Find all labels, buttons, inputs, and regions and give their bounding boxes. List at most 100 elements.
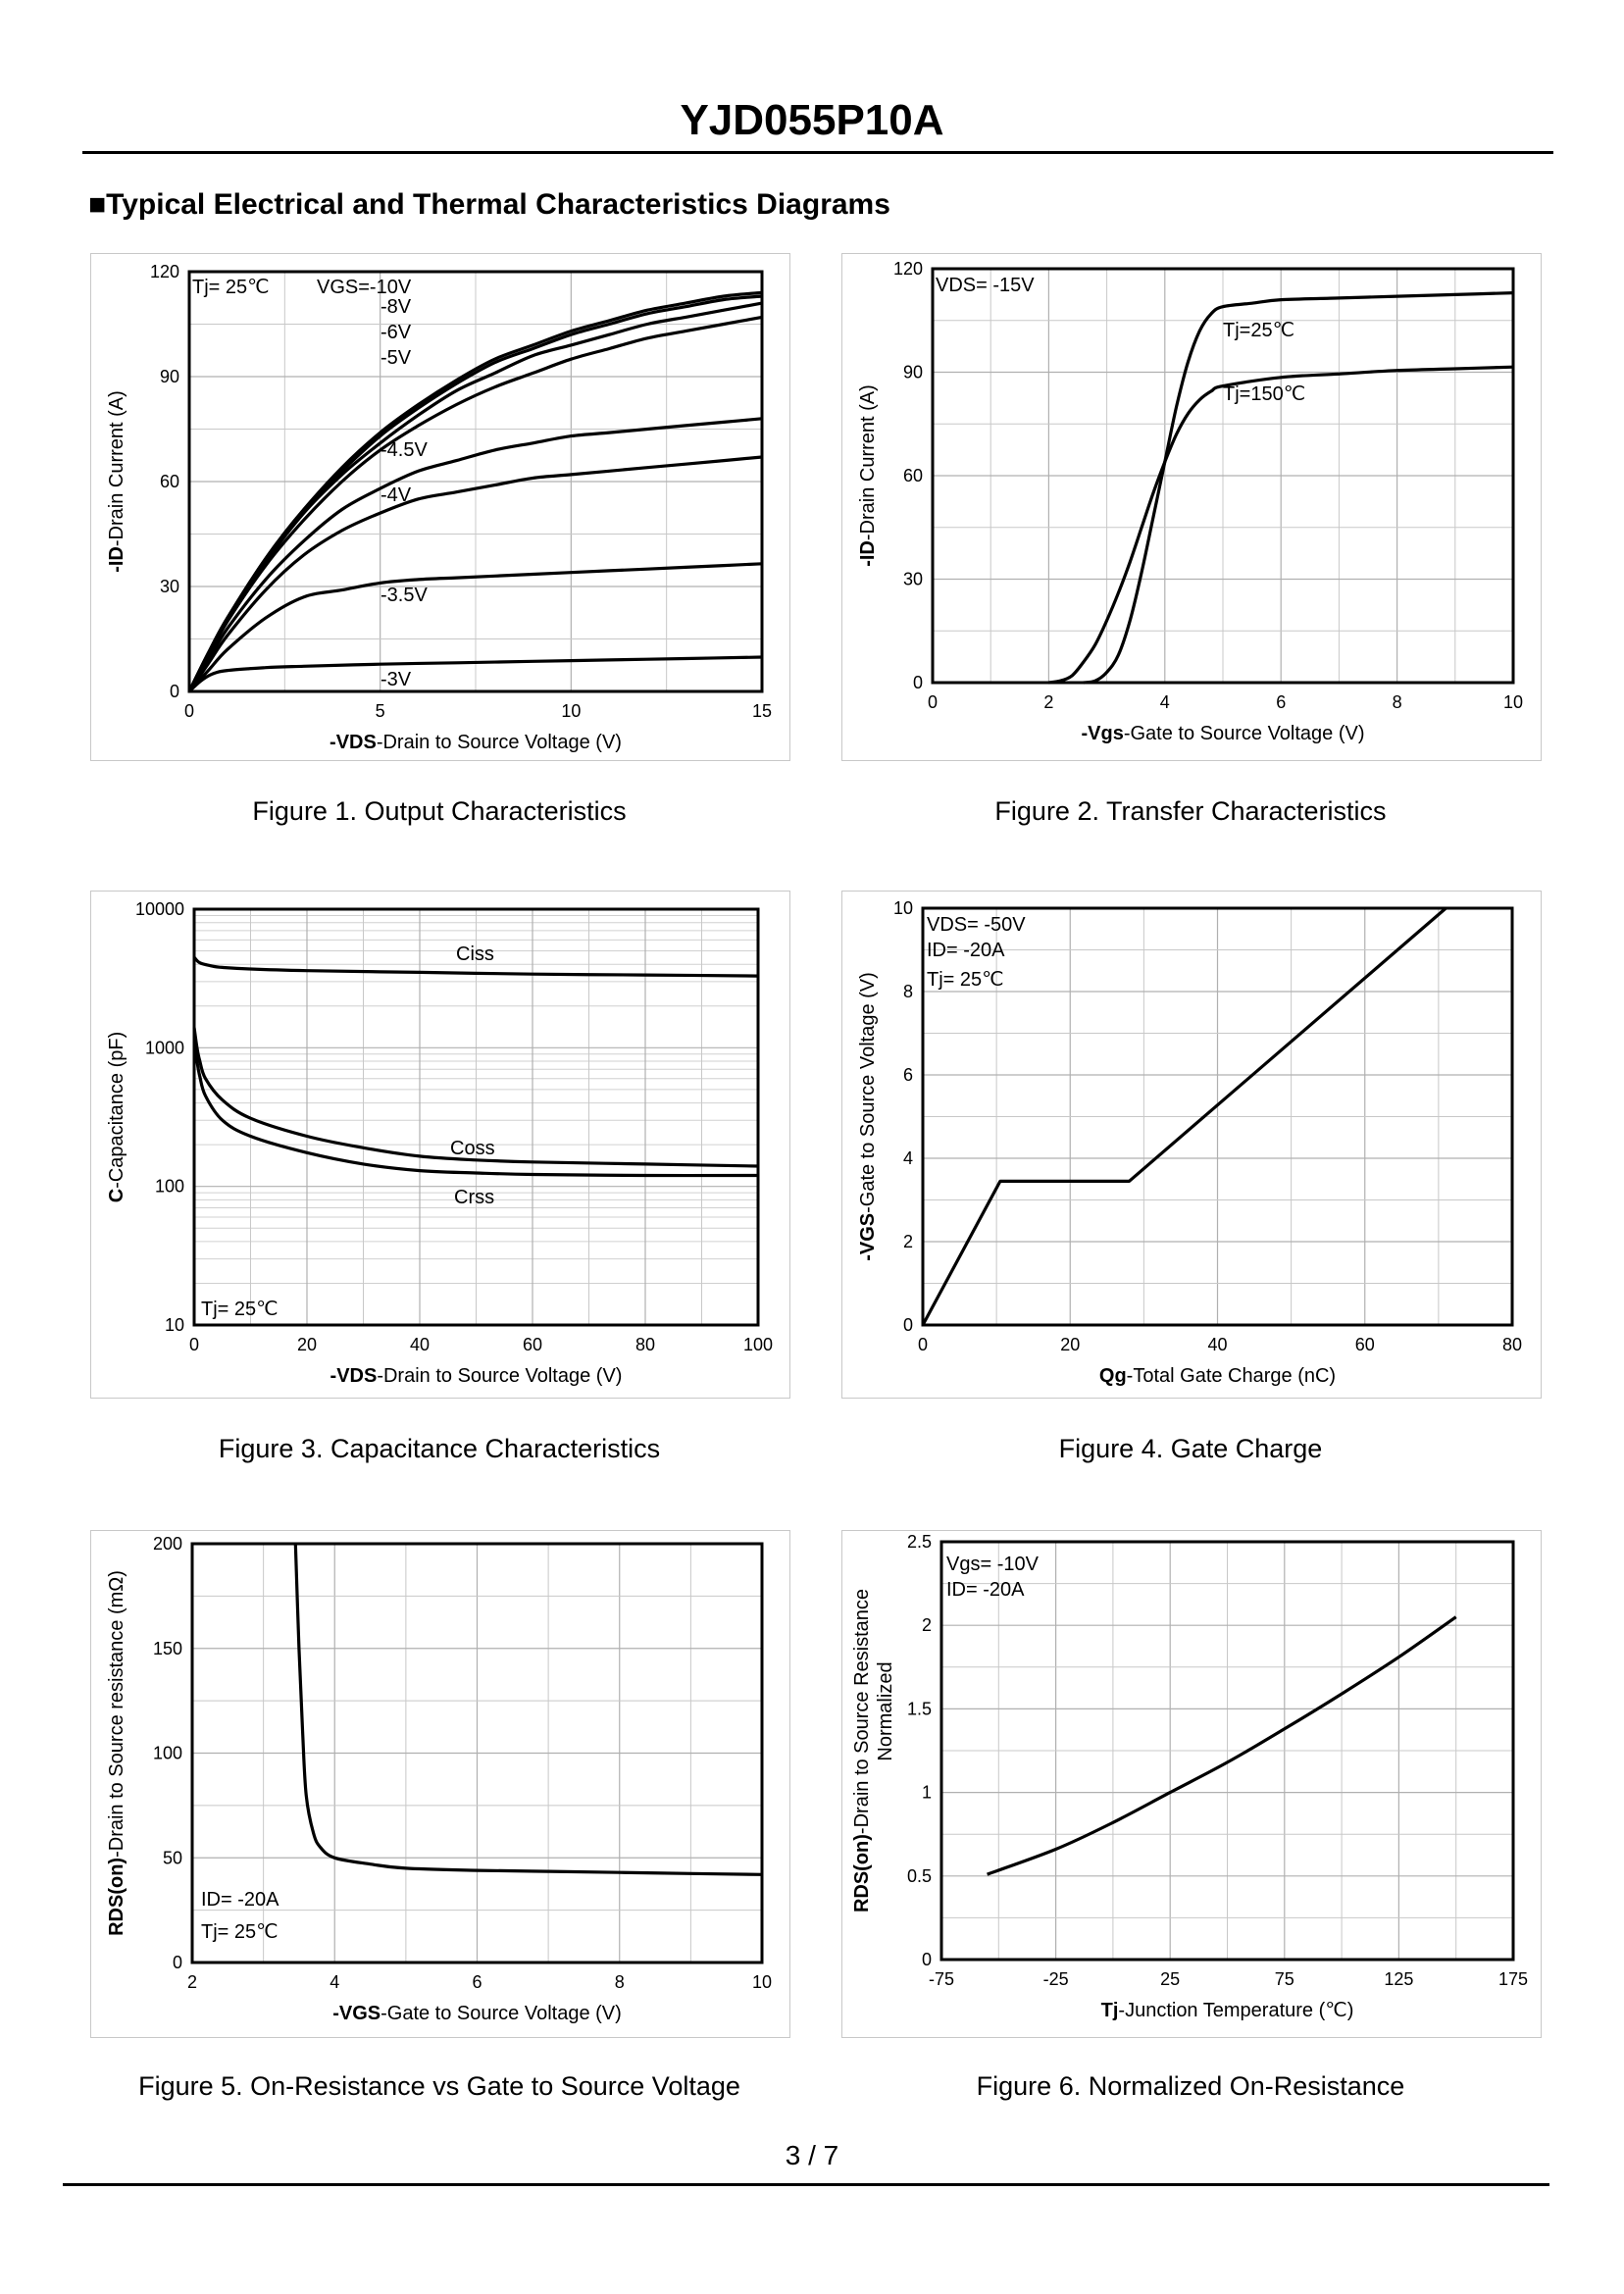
y-tick-label: 8 <box>903 982 913 1001</box>
y-tick-label: 1000 <box>145 1038 184 1057</box>
y-tick-label: 50 <box>163 1848 182 1867</box>
figure-5-caption: Figure 5. On-Resistance vs Gate to Sourc… <box>138 2071 740 2101</box>
y-axis-label: -VGS-Gate to Source Voltage (V) <box>857 972 879 1261</box>
series-line-rdson <box>293 1543 763 1876</box>
x-tick-label: 4 <box>330 1972 339 1992</box>
x-tick-label: 8 <box>615 1972 625 1992</box>
x-axis-label: Tj-Junction Temperature (℃) <box>1101 2000 1354 2021</box>
y-axis-label: -ID-Drain Current (A) <box>106 390 127 573</box>
annotation-label: Tj= 25℃ <box>201 1921 279 1943</box>
series-line-3v <box>187 655 763 693</box>
y-tick-label: 4 <box>903 1148 913 1168</box>
y-tick-label: 100 <box>155 1177 184 1197</box>
series-line-4.5v <box>187 417 763 692</box>
x-tick-label: 125 <box>1384 1969 1413 1989</box>
series-line-coss <box>192 1027 759 1168</box>
x-tick-label: 0 <box>184 701 194 721</box>
x-tick-label: 2 <box>1043 692 1053 712</box>
x-tick-label: 0 <box>928 692 938 712</box>
series-line-5v <box>187 315 763 692</box>
y-tick-label: 6 <box>903 1065 913 1085</box>
x-tick-label: 0 <box>918 1335 928 1354</box>
x-tick-label: 75 <box>1275 1969 1294 1989</box>
plot-frame <box>931 267 1515 685</box>
annotation-label: Crss <box>454 1187 494 1208</box>
plot-frame <box>939 1540 1515 1962</box>
figure-6-panel: -75 -25 25 75 125 175 0 0.5 1 1.5 2 2.5 Vgs= -10V ID=… <box>841 1530 1542 2038</box>
y-tick-label: 1.5 <box>907 1699 932 1718</box>
y-tick-label: 0 <box>903 1315 913 1335</box>
y-tick-label: 10 <box>893 898 913 918</box>
series-line-tj25 <box>1083 291 1514 685</box>
y-tick-label: 0.5 <box>907 1866 932 1886</box>
y-tick-label: 30 <box>160 577 179 596</box>
y-tick-label: 30 <box>903 570 923 589</box>
series-line-rdsonnorm <box>987 1615 1457 1876</box>
annotation-label: -4.5V <box>381 439 428 461</box>
page-title: YJD055P10A <box>680 96 944 144</box>
y-tick-label: 0 <box>913 673 923 692</box>
x-tick-label: 2 <box>187 1972 197 1992</box>
y-tick-label: 150 <box>153 1639 182 1658</box>
x-tick-label: 40 <box>410 1335 430 1354</box>
y-tick-label: 1 <box>922 1783 932 1803</box>
annotation-label: -5V <box>381 347 412 369</box>
y-tick-label: 2 <box>903 1232 913 1251</box>
annotation-label: ID= -20A <box>201 1889 279 1911</box>
x-tick-label: 175 <box>1498 1969 1528 1989</box>
y-tick-label: 60 <box>160 472 179 491</box>
plot-frame <box>187 270 764 693</box>
x-tick-label: 8 <box>1393 692 1402 712</box>
y-tick-label: 120 <box>893 259 923 279</box>
series-line-tj150 <box>1048 365 1514 685</box>
annotation-label: Ciss <box>456 943 494 965</box>
y-tick-label: 200 <box>153 1534 182 1554</box>
annotation-label: Vgs= -10V <box>946 1554 1040 1575</box>
y-tick-label: 60 <box>903 466 923 485</box>
y-tick-label: 2.5 <box>907 1532 932 1552</box>
figure-3-panel: 0 20 40 60 80 100 10 100 1000 10000 Ciss Coss Crss Tj… <box>90 891 790 1399</box>
x-tick-label: 10 <box>752 1972 772 1992</box>
x-axis-label: -Vgs-Gate to Source Voltage (V) <box>1081 723 1364 744</box>
series-line-3.5v <box>187 562 763 693</box>
x-tick-label: 10 <box>561 701 581 721</box>
x-tick-label: 100 <box>743 1335 773 1354</box>
annotation-label: -8V <box>381 296 412 318</box>
header-rule <box>82 151 1553 154</box>
annotation-label: -3V <box>381 669 412 690</box>
annotation-label: Tj= 25℃ <box>201 1299 279 1320</box>
annotation-label: Tj= 25℃ <box>192 277 270 298</box>
figure-2-caption: Figure 2. Transfer Characteristics <box>994 796 1387 826</box>
figure-1-panel: 0 5 10 15 0 30 60 90 120 Tj= 25℃ VGS=-10V -8V -6V -5V… <box>90 253 790 761</box>
figure-4-panel: 0 20 40 60 80 0 2 4 6 8 10 VDS= -50V ID= -20A Tj= 25℃… <box>841 891 1542 1399</box>
series-line-crss <box>192 1042 759 1178</box>
x-tick-label: 80 <box>1502 1335 1522 1354</box>
x-tick-label: 4 <box>1160 692 1170 712</box>
x-tick-label: 5 <box>376 701 385 721</box>
series-line-vgs <box>921 906 1447 1326</box>
x-tick-label: 60 <box>523 1335 542 1354</box>
annotation-label: Tj=150℃ <box>1223 383 1305 405</box>
x-tick-label: 6 <box>472 1972 482 1992</box>
annotation-label: Tj= 25℃ <box>927 969 1004 991</box>
y-tick-label: 10000 <box>135 899 184 919</box>
y-tick-label: 0 <box>173 1953 182 1972</box>
annotation-label: -3.5V <box>381 585 428 606</box>
figure-4-caption: Figure 4. Gate Charge <box>1058 1434 1323 1463</box>
y-tick-label: 90 <box>160 367 179 386</box>
x-tick-label: 40 <box>1207 1335 1227 1354</box>
series-line-4v <box>187 455 763 692</box>
x-tick-label: 20 <box>297 1335 317 1354</box>
y-axis-label: -ID-Drain Current (A) <box>857 384 879 567</box>
normalized-on-resistance-chart: -75 -25 25 75 125 175 0 0.5 1 1.5 2 2.5 Vgs= -10V ID=… <box>851 1532 1528 2021</box>
annotation-label: ID= -20A <box>946 1579 1025 1601</box>
figure-2-panel: 0 2 4 6 8 10 0 30 60 90 120 VDS= -15V Tj=25℃ Tj=150℃ -… <box>841 253 1542 761</box>
figure-3-caption: Figure 3. Capacitance Characteristics <box>218 1434 661 1463</box>
x-axis-label: -VGS-Gate to Source Voltage (V) <box>332 2003 622 2024</box>
annotation-label: VGS=-10V <box>317 277 412 298</box>
y-tick-label: 120 <box>150 262 179 281</box>
transfer-characteristics-chart: 0 2 4 6 8 10 0 30 60 90 120 VDS= -15V Tj=25℃ Tj=150℃ -… <box>857 259 1523 744</box>
y-axis-label: RDS(on)-Drain to Source Resistance <box>851 1589 873 1912</box>
figure-5-panel: 2 4 6 8 10 0 50 100 150 200 ID= -20A Tj= 25℃ -VGS-Ga… <box>90 1530 790 2038</box>
